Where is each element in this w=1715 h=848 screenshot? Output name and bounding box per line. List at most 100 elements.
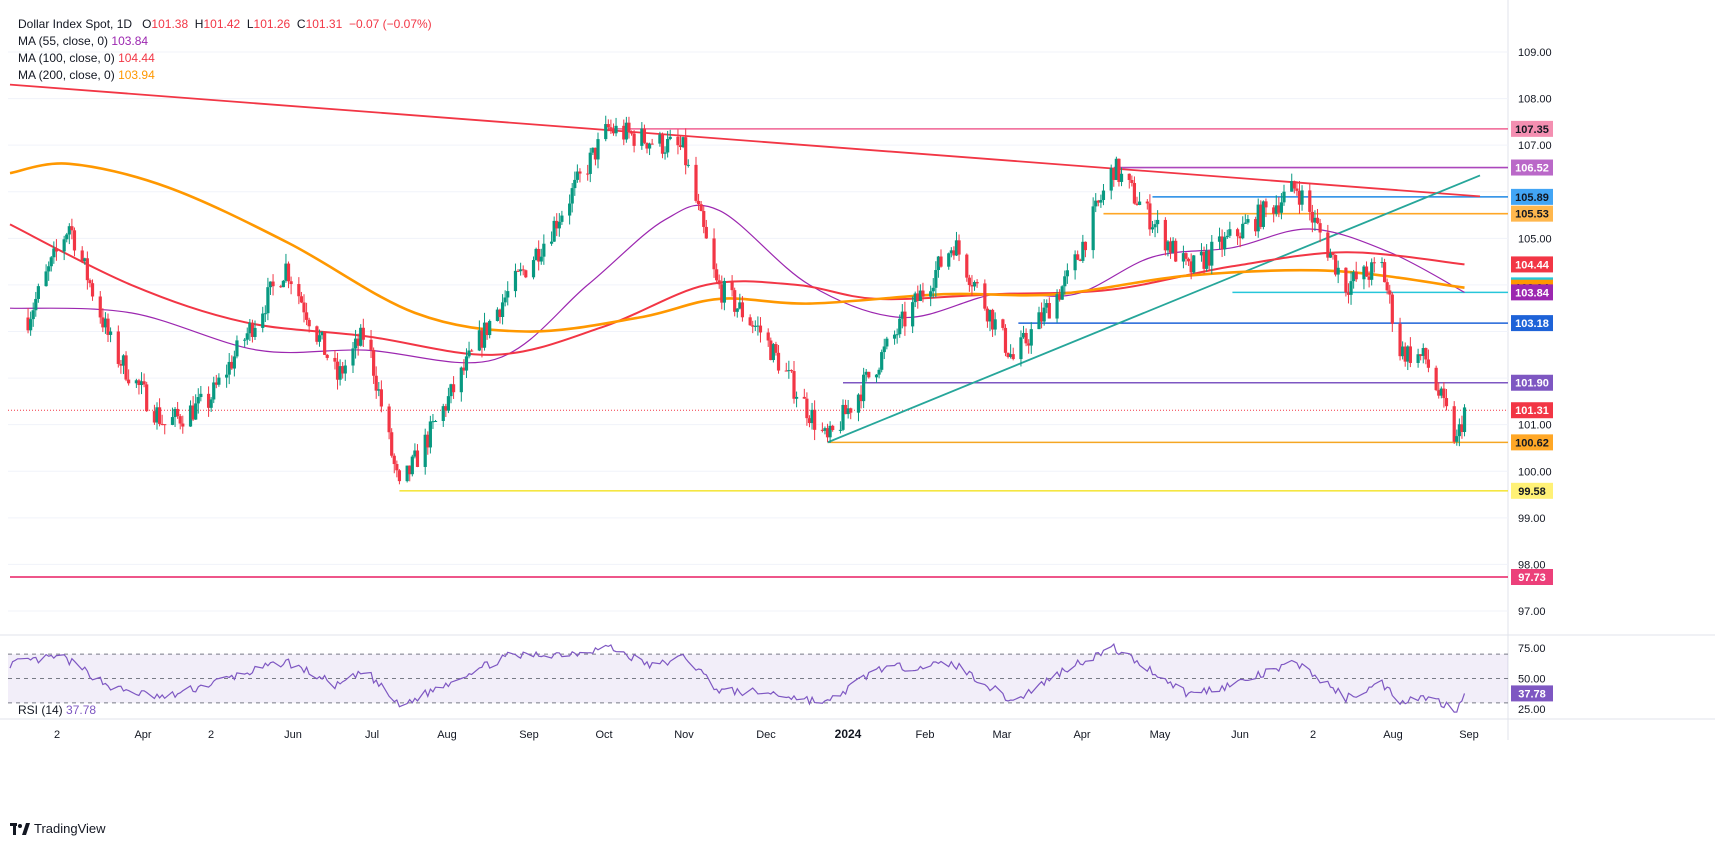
candle [513, 263, 518, 298]
candle [593, 147, 598, 166]
candlesticks [26, 115, 1467, 485]
candle [627, 116, 631, 139]
rsi-tick-label: 50.00 [1518, 674, 1546, 686]
candle [1274, 195, 1278, 217]
candle [1076, 250, 1080, 261]
candle [1101, 183, 1106, 206]
candle [235, 335, 239, 359]
candle [802, 388, 806, 399]
time-tick-label: Aug [1383, 729, 1403, 741]
candle [988, 309, 992, 332]
candle [658, 131, 662, 147]
candle [756, 316, 760, 336]
candle [155, 402, 159, 430]
candle [1220, 229, 1224, 258]
svg-text:100.62: 100.62 [1515, 437, 1549, 449]
candle [1039, 302, 1044, 329]
candle [297, 277, 301, 305]
candle [1416, 348, 1420, 368]
candle [451, 376, 456, 399]
candle [1029, 322, 1033, 354]
candle [1364, 261, 1369, 277]
candle [1027, 339, 1031, 354]
candle [1042, 299, 1046, 326]
candle [823, 426, 827, 435]
candle [758, 317, 763, 343]
time-tick-label: Jul [365, 729, 379, 741]
svg-text:99.58: 99.58 [1518, 486, 1546, 498]
candle [586, 164, 590, 181]
chart-legend: Dollar Index Spot, 1D O101.38 H101.42 L1… [18, 16, 432, 84]
candle [1310, 204, 1314, 233]
candle [49, 255, 53, 272]
candle [1444, 389, 1449, 411]
price-tag-106.52: 106.52 [1511, 159, 1553, 176]
candle [1313, 210, 1317, 231]
candle [1372, 257, 1376, 273]
change-value: −0.07 (−0.07%) [348, 17, 432, 31]
candle [611, 123, 616, 136]
time-axis[interactable]: 2 Apr 2 Jun Jul Aug Sep Oct Nov Dec 2024 Feb Mar Apr M… [54, 727, 1479, 741]
candle [495, 307, 500, 322]
candle [993, 312, 997, 336]
candle [1199, 243, 1204, 262]
candle [895, 328, 899, 344]
candle [1166, 240, 1170, 257]
candle [1001, 318, 1005, 331]
candle [80, 246, 84, 264]
time-tick-label: May [1150, 729, 1171, 741]
candle [359, 324, 363, 347]
rsi-legend: RSI (14) 37.78 [18, 703, 96, 717]
candle [820, 422, 824, 433]
candle [1117, 158, 1121, 187]
rsi-pane [8, 642, 1508, 713]
candle [1241, 216, 1245, 240]
candle [911, 296, 915, 334]
price-tick-label: 98.00 [1518, 559, 1546, 571]
candle [1437, 382, 1441, 399]
candle [279, 284, 283, 288]
candle [965, 253, 969, 282]
svg-text:101.31: 101.31 [1515, 405, 1549, 417]
candle [867, 371, 871, 379]
candle [1370, 258, 1374, 286]
candle [1295, 181, 1299, 196]
candle [578, 168, 582, 183]
candle [338, 359, 342, 386]
time-tick-label: 2024 [835, 727, 862, 741]
candle [139, 372, 144, 395]
candle [931, 278, 935, 299]
price-tick-label: 100.00 [1518, 466, 1552, 478]
candle [227, 353, 231, 385]
tradingview-brand[interactable]: TradingView [10, 821, 106, 836]
candle [1264, 198, 1268, 218]
candle [954, 231, 959, 257]
candle [972, 280, 977, 291]
price-axis[interactable]: 109.00 108.00 107.00 105.00 101.00 100.00 99.0… [1518, 47, 1552, 716]
candle [753, 320, 757, 332]
candle [645, 142, 649, 154]
open-value: 101.38 [151, 17, 189, 31]
ma55-value: 103.84 [111, 34, 149, 48]
candle [640, 122, 644, 150]
candle [1457, 418, 1461, 447]
candle [426, 431, 430, 455]
candle [771, 342, 775, 363]
candle [191, 396, 195, 421]
candle [733, 287, 737, 317]
candle [116, 325, 120, 368]
candle [1063, 270, 1067, 295]
rsi-tick-label: 25.00 [1518, 704, 1546, 716]
candle [299, 291, 304, 304]
candle [1217, 227, 1222, 250]
candle [196, 388, 200, 414]
candle [1442, 382, 1446, 408]
candle [957, 234, 961, 262]
candle [1094, 193, 1098, 213]
candle [720, 275, 724, 310]
candle [738, 293, 742, 310]
time-tick-label: Sep [519, 729, 539, 741]
candle [537, 240, 541, 271]
candle [900, 304, 904, 329]
